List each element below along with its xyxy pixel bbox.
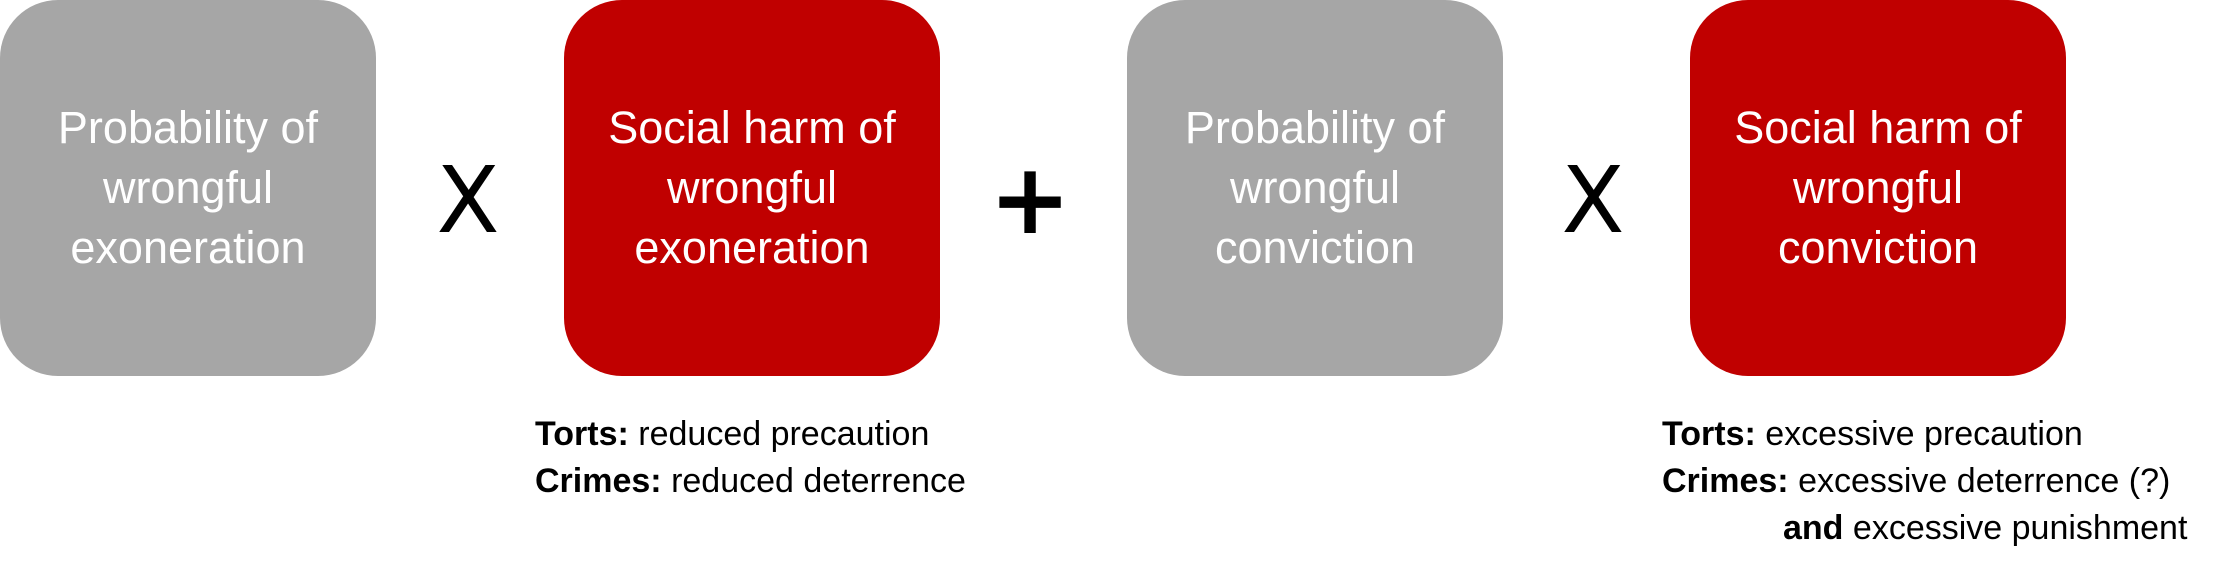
note-row-and: and excessive punishment xyxy=(1662,505,2187,552)
box-label: Probability of wrongful exoneration xyxy=(57,102,319,273)
crimes-text: reduced deterrence xyxy=(671,462,966,500)
box-social-harm-wrongful-conviction: Social harm of wrongful conviction xyxy=(1690,0,2066,376)
box-label: Social harm of wrongful exoneration xyxy=(608,102,896,273)
torts-label: Torts: xyxy=(535,415,629,453)
crimes-label: Crimes: xyxy=(535,462,662,500)
note-row-torts: Torts: reduced precaution xyxy=(535,411,966,458)
note-row-crimes: Crimes: excessive deterrence (?) xyxy=(1662,458,2187,505)
torts-label: Torts: xyxy=(1662,415,1756,453)
box-label: Probability of wrongful conviction xyxy=(1184,102,1446,273)
crimes-text: excessive deterrence (?) xyxy=(1798,462,2171,500)
conviction-harm-notes: Torts: excessive precaution Crimes: exce… xyxy=(1662,411,2187,552)
box-social-harm-wrongful-exoneration: Social harm of wrongful exoneration xyxy=(564,0,940,376)
box-probability-wrongful-exoneration: Probability of wrongful exoneration xyxy=(0,0,376,376)
and-text: excessive punishment xyxy=(1852,509,2188,547)
exoneration-harm-notes: Torts: reduced precaution Crimes: reduce… xyxy=(535,411,966,505)
note-row-crimes: Crimes: reduced deterrence xyxy=(535,458,966,505)
and-label: and xyxy=(1783,509,1844,547)
multiply-operator: X xyxy=(436,146,500,254)
plus-operator: + xyxy=(988,143,1072,257)
torts-text: reduced precaution xyxy=(638,415,930,453)
note-row-torts: Torts: excessive precaution xyxy=(1662,411,2187,458)
box-probability-wrongful-conviction: Probability of wrongful conviction xyxy=(1127,0,1503,376)
multiply-operator: X xyxy=(1561,146,1625,254)
box-label: Social harm of wrongful conviction xyxy=(1734,102,2022,273)
crimes-label: Crimes: xyxy=(1662,462,1789,500)
torts-text: excessive precaution xyxy=(1765,415,2083,453)
